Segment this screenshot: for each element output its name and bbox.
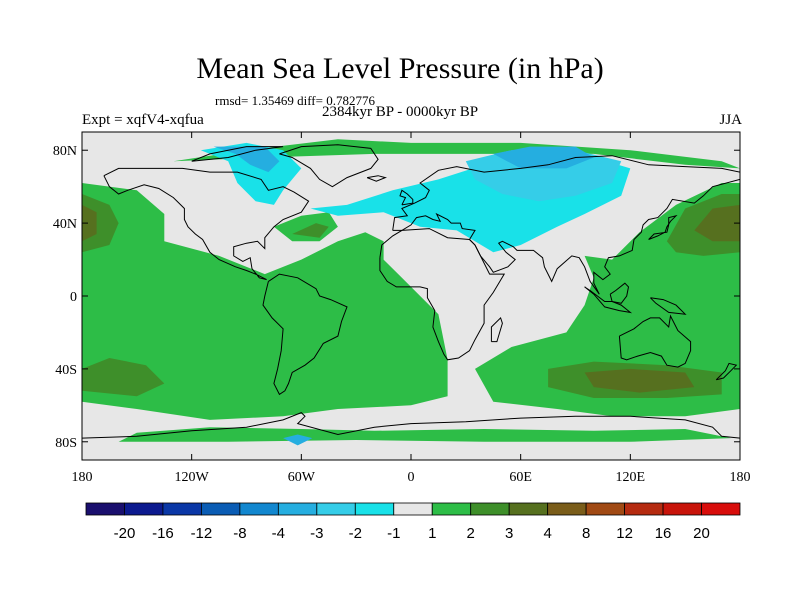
y-tick-label: 40N: [53, 217, 77, 232]
colorbar-swatch: [547, 502, 587, 516]
contour-region-negative-3-4-siberia: [493, 146, 594, 169]
colorbar-label: -2: [349, 525, 362, 542]
chart-title: Mean Sea Level Pressure (in hPa): [196, 52, 604, 85]
colorbar-label: -3: [310, 525, 323, 542]
colorbar-label: 16: [655, 525, 672, 542]
coastline-north-america: [103, 167, 310, 281]
contour-region-positive-3-4-wpacific: [694, 204, 740, 242]
colorbar-swatch: [354, 502, 395, 516]
colorbar-swatch: [277, 502, 318, 516]
contour-region-negative-2-3-eurasia: [465, 150, 622, 202]
coastline-uk: [399, 189, 414, 206]
y-tick-label: 80N: [53, 144, 77, 159]
experiment-label: Expt = xqfV4-xqfua: [82, 112, 204, 128]
coastline-japan: [648, 214, 678, 240]
colorbar-label: -12: [191, 525, 213, 542]
colorbar-swatch: [316, 502, 356, 516]
contour-region-positive-3-4-npacific: [82, 204, 97, 242]
colorbar-swatch: [624, 502, 664, 516]
colorbar: -20 -16 -12 -8 -4 -3 -2 -1 1 2 3 4 8 12 16 20: [85, 502, 741, 542]
colorbar-label: 2: [467, 525, 475, 542]
x-tick-label: 180: [730, 470, 751, 485]
colorbar-swatch: [701, 502, 741, 516]
contour-region-positive-1-2-antarctic: [118, 427, 731, 442]
coastline-greenland: [279, 144, 379, 188]
coastline-south-america: [262, 273, 348, 396]
x-tick-label: 60W: [288, 470, 316, 485]
colorbar-label: 8: [582, 525, 590, 542]
colorbar-swatch: [85, 502, 125, 516]
coastline-new-zealand: [715, 362, 738, 381]
colorbar-swatch: [470, 502, 510, 516]
contour-region-negative-3-4-canada: [213, 146, 280, 173]
colorbar-swatch: [508, 502, 549, 516]
map-layer: [81, 132, 741, 460]
coastline-new-guinea: [650, 297, 687, 315]
contour-region-positive-2-3-npacific: [82, 194, 119, 253]
colorbar-swatch: [162, 502, 202, 516]
season-label: JJA: [719, 112, 742, 128]
contour-region-negative-antarctic-dip: [283, 434, 313, 446]
colorbar-label: -4: [272, 525, 285, 542]
contour-region-positive-1-2: [82, 183, 448, 420]
colorbar-swatch: [585, 502, 625, 516]
y-tick-label: 40S: [55, 363, 77, 378]
coastline-borneo: [609, 282, 630, 304]
colorbar-label: 1: [428, 525, 436, 542]
coastline-africa: [379, 228, 506, 361]
coastline-antarctica: [81, 412, 741, 439]
period-label: 2384kyr BP - 0000kyr BP: [322, 104, 479, 120]
colorbar-label: -20: [114, 525, 136, 542]
colorbar-label: 12: [616, 525, 633, 542]
coastline-australia: [618, 314, 692, 368]
colorbar-swatch: [239, 502, 279, 516]
contour-region-positive-3-4-indian: [584, 368, 695, 393]
colorbar-label: 3: [505, 525, 513, 542]
coastline-iceland: [366, 175, 388, 182]
x-tick-label: 0: [408, 470, 415, 485]
coastline-arctic-islands: [191, 146, 284, 162]
x-tick-label: 120E: [616, 470, 646, 485]
colorbar-swatch: [124, 502, 164, 516]
axis-layer: 180 120W 60W 0 60E 120E 180 80N 40N 0 40S 80S: [53, 131, 751, 485]
colorbar-label: -16: [152, 525, 174, 542]
colorbar-swatch: [201, 502, 241, 516]
contour-region-positive-2-3-natlantic: [292, 223, 329, 238]
x-tick-label: 120W: [175, 470, 210, 485]
contour-region-positive-1-2-arctic: [173, 139, 740, 169]
colorbar-swatch: [393, 502, 433, 516]
coastline-madagascar: [490, 316, 503, 343]
y-tick-label: 80S: [55, 436, 77, 451]
colorbar-label: -8: [233, 525, 246, 542]
x-tick-label: 60E: [509, 470, 532, 485]
stats-text: rmsd= 1.35469 diff= 0.782776: [215, 93, 375, 108]
colorbar-swatch: [662, 502, 702, 516]
colorbar-label: 20: [693, 525, 710, 542]
y-tick-label: 0: [70, 290, 77, 305]
colorbar-swatch: [431, 502, 472, 516]
colorbar-label: -1: [387, 525, 400, 542]
colorbar-label: 4: [543, 525, 551, 542]
contour-region-positive-2-3-spacific: [82, 358, 165, 397]
x-tick-label: 180: [72, 470, 93, 485]
coastline-eurasia: [392, 155, 741, 295]
coastline-indonesia: [584, 286, 633, 314]
